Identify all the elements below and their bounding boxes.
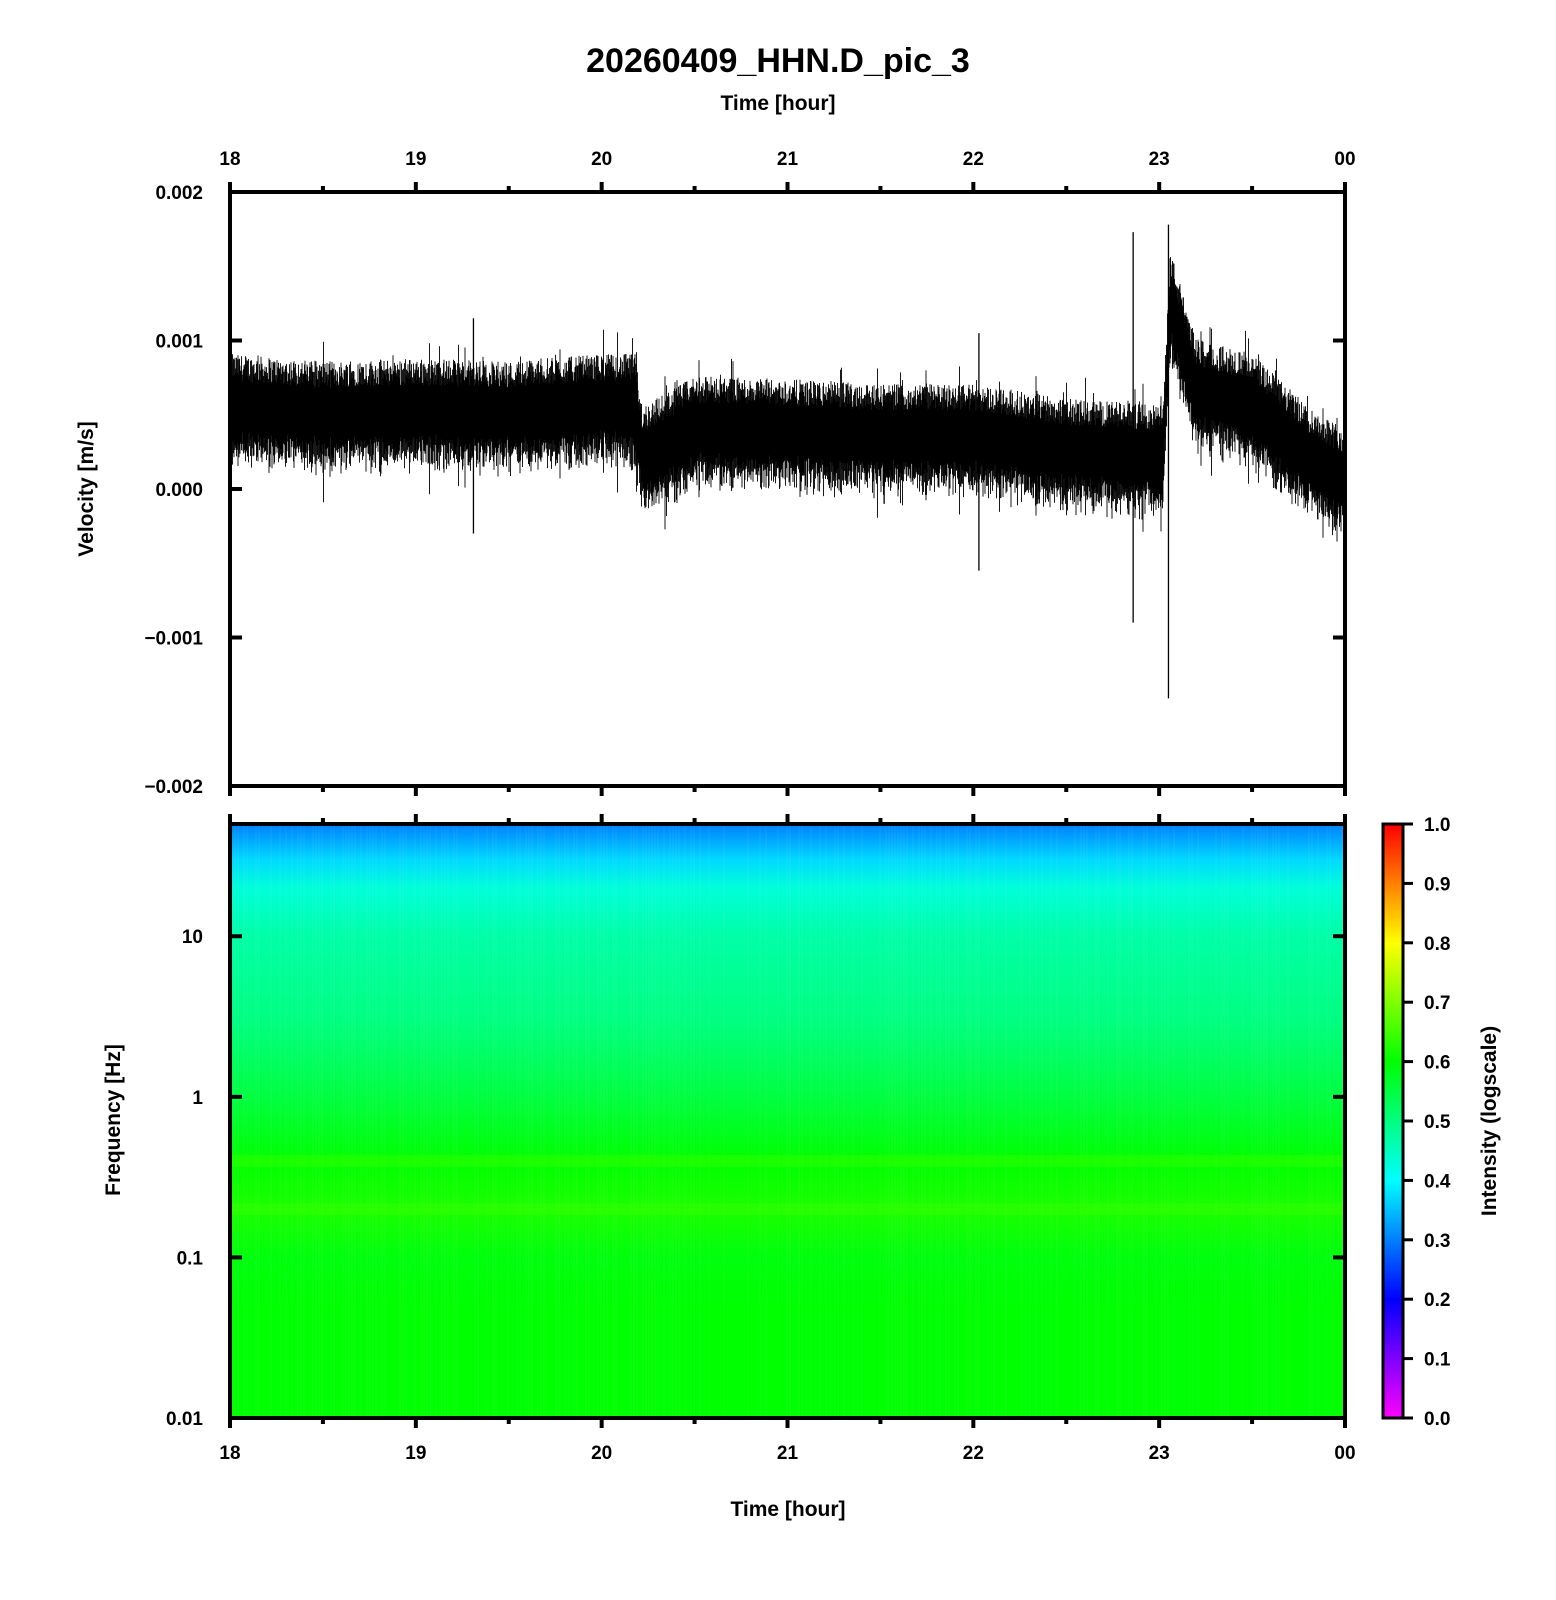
frequency-tick-label: 10 xyxy=(182,927,203,948)
top-x-tick-label: 19 xyxy=(405,149,426,170)
colorbar-tick-label: 0.5 xyxy=(1424,1112,1451,1133)
colorbar: 1.0 0.9 0.8 0.7 0.6 0.5 0.4 0.3 0.2 0.1 0.0 Intens… xyxy=(1381,815,1501,1430)
velocity-tick-label: 0.002 xyxy=(155,183,203,204)
top-x-axis-label: Time [hour] xyxy=(720,92,835,115)
waveform-envelope xyxy=(231,257,1344,542)
velocity-tick-labels: 0.002 0.001 0.000 −0.001 −0.002 xyxy=(144,183,203,798)
colorbar-tick-label: 0.4 xyxy=(1424,1171,1451,1192)
spectrogram-stripe xyxy=(234,826,1343,1416)
spectrogram-heatmap xyxy=(230,824,1345,1418)
spectrogram-ticks xyxy=(228,814,1347,1428)
bottom-x-tick-labels: 18 19 20 21 22 23 00 xyxy=(219,1443,1355,1464)
velocity-axis-label: Velocity [m/s] xyxy=(75,421,98,556)
colorbar-tick-label: 1.0 xyxy=(1424,815,1450,836)
bottom-x-tick-label: 23 xyxy=(1149,1443,1170,1464)
bottom-x-tick-label: 22 xyxy=(963,1443,984,1464)
frequency-tick-label: 0.01 xyxy=(166,1409,203,1430)
colorbar-gradient xyxy=(1381,822,1405,1420)
velocity-tick-label: −0.001 xyxy=(144,629,203,650)
frequency-tick-label: 1 xyxy=(192,1088,203,1109)
top-x-tick-label: 00 xyxy=(1334,149,1355,170)
colorbar-tick-label: 0.3 xyxy=(1424,1231,1450,1252)
bottom-x-axis-label: Time [hour] xyxy=(730,1498,845,1521)
colorbar-label: Intensity (logscale) xyxy=(1478,1026,1501,1216)
frequency-tick-labels: 10 1 0.1 0.01 xyxy=(166,927,203,1430)
frequency-axis-label: Frequency [Hz] xyxy=(102,1044,125,1196)
top-x-tick-label: 20 xyxy=(591,149,612,170)
bottom-x-tick-label: 21 xyxy=(777,1443,799,1464)
velocity-tick-label: 0.000 xyxy=(155,480,203,501)
colorbar-tick-label: 0.0 xyxy=(1424,1409,1450,1430)
velocity-tick-label: −0.002 xyxy=(144,777,203,798)
velocity-tick-label: 0.001 xyxy=(155,332,203,353)
colorbar-tick-label: 0.7 xyxy=(1424,993,1450,1014)
spectrogram-band xyxy=(232,1154,1343,1167)
bottom-x-tick-label: 20 xyxy=(591,1443,612,1464)
frequency-tick-label: 0.1 xyxy=(177,1248,204,1269)
bottom-x-tick-label: 18 xyxy=(219,1443,240,1464)
top-x-tick-label: 18 xyxy=(219,149,240,170)
top-x-tick-label: 21 xyxy=(777,149,799,170)
colorbar-tick-label: 0.2 xyxy=(1424,1290,1450,1311)
spectrogram-time-stripes xyxy=(232,826,1343,1416)
spectrogram-panel: 18 19 20 21 22 23 00 10 1 0.1 0.01 Frequency [Hz]… xyxy=(102,814,1356,1521)
colorbar-tick-label: 0.1 xyxy=(1424,1350,1451,1371)
waveform-panel: 18 19 20 21 22 23 00 0.002 0.001 0.000 −0.001 −0.0… xyxy=(75,149,1356,798)
chart-title: 20260409_HHN.D_pic_3 xyxy=(586,42,970,80)
waveform-frame xyxy=(228,190,1347,788)
bottom-x-tick-label: 00 xyxy=(1334,1443,1355,1464)
top-x-tick-label: 22 xyxy=(963,149,984,170)
spectrogram-band xyxy=(232,1203,1343,1216)
waveform-ticks xyxy=(228,182,1347,796)
waveform-trace xyxy=(231,224,1344,699)
top-x-tick-labels: 18 19 20 21 22 23 00 xyxy=(219,149,1355,170)
bottom-x-tick-label: 19 xyxy=(405,1443,426,1464)
colorbar-tick-label: 0.9 xyxy=(1424,874,1450,895)
top-x-tick-label: 23 xyxy=(1149,149,1170,170)
colorbar-tick-label: 0.8 xyxy=(1424,934,1450,955)
colorbar-tick-label: 0.6 xyxy=(1424,1053,1450,1074)
colorbar-ticks: 1.0 0.9 0.8 0.7 0.6 0.5 0.4 0.3 0.2 0.1 0.0 xyxy=(1403,815,1451,1430)
